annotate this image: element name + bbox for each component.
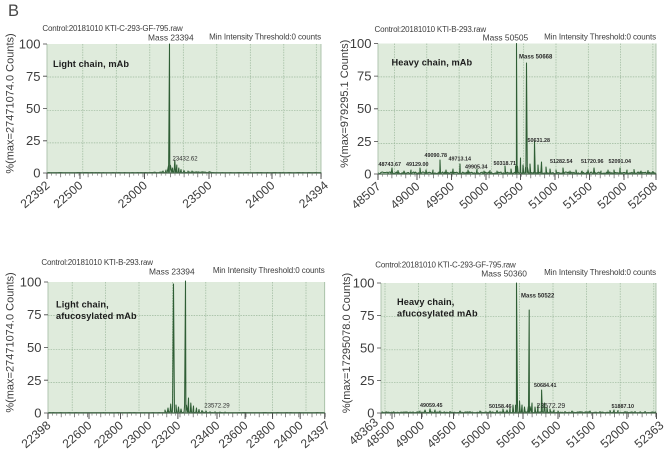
svg-text:Control:20181010 KTI-C-293-GF-: Control:20181010 KTI-C-293-GF-795.raw (375, 260, 516, 269)
svg-text:Light chain,: Light chain, (56, 300, 109, 310)
svg-text:50631.28: 50631.28 (528, 138, 550, 144)
svg-text:50318.71: 50318.71 (494, 161, 516, 167)
svg-text:100: 100 (350, 36, 372, 51)
svg-text:50: 50 (357, 101, 371, 116)
svg-text:75: 75 (27, 307, 41, 322)
svg-text:51720.96: 51720.96 (581, 159, 603, 165)
svg-text:100: 100 (19, 37, 41, 52)
svg-text:48743.67: 48743.67 (379, 162, 401, 168)
svg-text:100: 100 (353, 276, 375, 291)
svg-text:25: 25 (26, 133, 40, 148)
svg-text:49090.78: 49090.78 (425, 153, 447, 159)
svg-text:25: 25 (360, 373, 374, 388)
svg-text:100: 100 (20, 275, 42, 290)
svg-text:0: 0 (33, 166, 40, 181)
svg-text:23572.29: 23572.29 (204, 402, 230, 409)
svg-text:Mass 50522: Mass 50522 (521, 293, 555, 299)
svg-text:23572.29: 23572.29 (537, 403, 566, 410)
svg-text:0: 0 (34, 406, 41, 421)
svg-text:Control:20181010 KTI-B-293.raw: Control:20181010 KTI-B-293.raw (375, 25, 487, 34)
svg-text:afucosylated mAb: afucosylated mAb (397, 309, 478, 319)
svg-text:75: 75 (357, 69, 371, 84)
svg-text:51282.54: 51282.54 (550, 159, 572, 165)
svg-text:Min Intensity Threshold:0 coun: Min Intensity Threshold:0 counts (209, 33, 321, 42)
svg-text:50158.46: 50158.46 (489, 404, 511, 410)
svg-text:0: 0 (364, 167, 371, 182)
svg-text:25: 25 (27, 373, 41, 388)
svg-text:Min Intensity Threshold:0 coun: Min Intensity Threshold:0 counts (544, 33, 656, 42)
svg-text:Control:20181010 KTI-B-293.raw: Control:20181010 KTI-B-293.raw (41, 258, 153, 267)
svg-text:B: B (8, 2, 19, 20)
svg-text:Mass 50668: Mass 50668 (519, 55, 553, 61)
svg-text:Mass 50360: Mass 50360 (481, 269, 527, 279)
svg-text:49713.14: 49713.14 (449, 156, 471, 162)
svg-text:75: 75 (26, 69, 40, 84)
svg-text:Control:20181010 KTI-C-293-GF-: Control:20181010 KTI-C-293-GF-795.raw (42, 24, 183, 33)
svg-text:52091.04: 52091.04 (609, 159, 631, 165)
svg-text:49905.34: 49905.34 (465, 165, 487, 171)
svg-text:Mass 23394: Mass 23394 (148, 32, 194, 42)
svg-text:75: 75 (360, 308, 374, 323)
svg-text:0: 0 (367, 406, 374, 421)
svg-text:50: 50 (26, 101, 40, 116)
svg-text:50: 50 (27, 340, 41, 355)
svg-text:50684.41: 50684.41 (534, 383, 556, 389)
svg-text:%(max=979295.1 Counts): %(max=979295.1 Counts) (339, 40, 351, 168)
svg-text:Mass 50505: Mass 50505 (483, 33, 529, 43)
svg-text:Mass 23394: Mass 23394 (149, 267, 195, 277)
svg-text:Heavy chain,: Heavy chain, (397, 297, 454, 307)
svg-text:49059.45: 49059.45 (420, 403, 442, 409)
svg-text:%(max=17295078.0 Counts): %(max=17295078.0 Counts) (341, 273, 353, 413)
svg-text:%(max=27471074.0 Counts): %(max=27471074.0 Counts) (5, 272, 17, 412)
svg-text:Min Intensity Threshold:0 coun: Min Intensity Threshold:0 counts (544, 268, 656, 277)
svg-text:Min Intensity Threshold:0 coun: Min Intensity Threshold:0 counts (213, 266, 325, 275)
svg-text:23432.62: 23432.62 (173, 157, 199, 163)
svg-text:Heavy chain, mAb: Heavy chain, mAb (392, 58, 473, 68)
svg-text:%(max=27471074.0 Counts): %(max=27471074.0 Counts) (5, 33, 17, 173)
svg-text:afucosylated mAb: afucosylated mAb (56, 311, 137, 321)
svg-text:25: 25 (357, 134, 371, 149)
svg-text:51887.10: 51887.10 (612, 404, 634, 410)
svg-text:50: 50 (360, 341, 374, 356)
svg-text:49129.00: 49129.00 (406, 162, 428, 168)
svg-text:Light chain, mAb: Light chain, mAb (53, 59, 129, 69)
